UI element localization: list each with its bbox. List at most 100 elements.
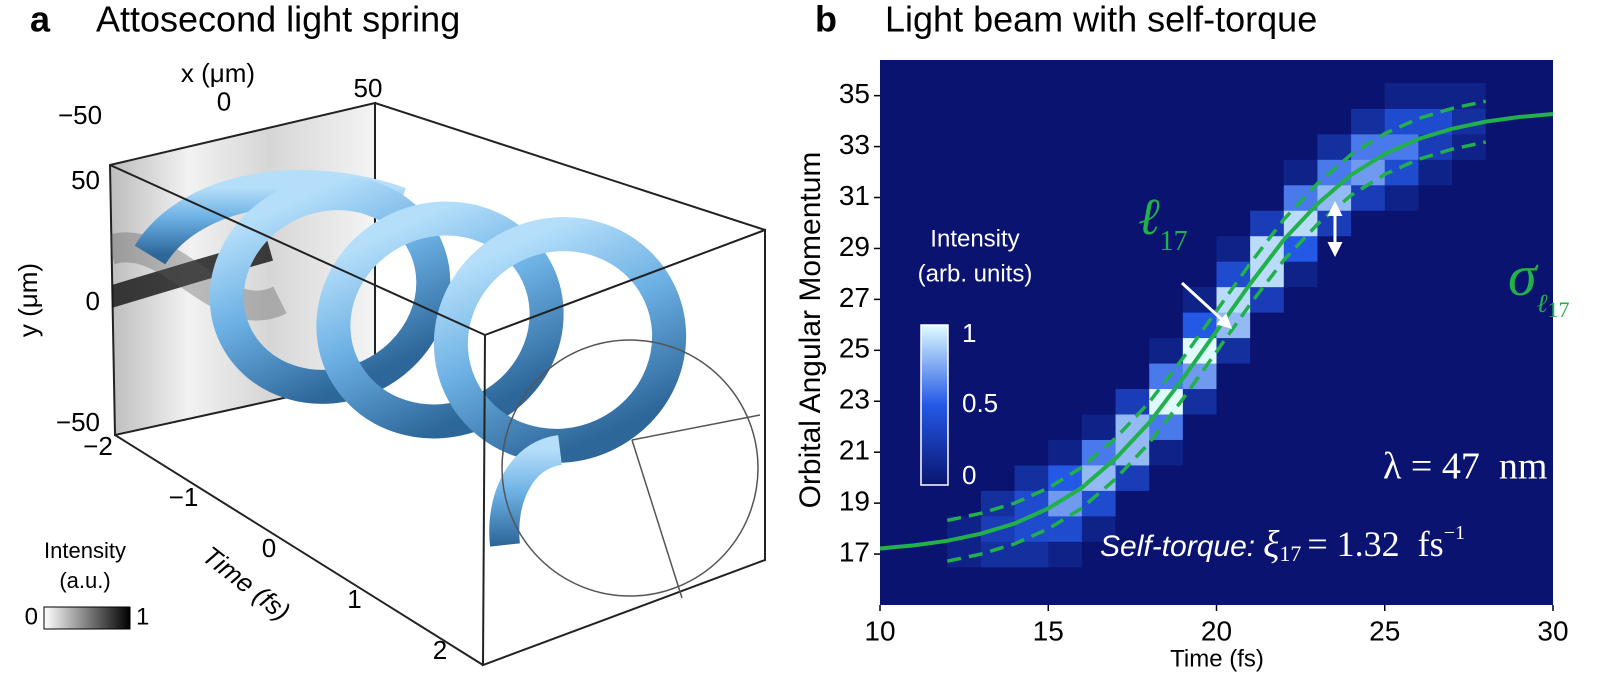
heat-cell xyxy=(1216,490,1251,517)
heat-cell xyxy=(1351,439,1386,466)
heat-cell xyxy=(1014,363,1049,390)
heat-cell xyxy=(1115,286,1150,313)
heat-cell xyxy=(1014,159,1049,186)
heat-cell xyxy=(1250,210,1285,237)
heat-cell xyxy=(1485,261,1520,288)
heat-cell xyxy=(1418,464,1453,491)
heat-cell xyxy=(1485,82,1520,109)
heat-cell xyxy=(1485,413,1520,440)
heat-cell xyxy=(1283,464,1318,491)
heat-cell xyxy=(1317,464,1352,491)
x-tick-label: 0 xyxy=(217,86,231,116)
heat-cell xyxy=(947,108,982,135)
heat-cell xyxy=(1182,439,1217,466)
heat-cell xyxy=(1452,490,1487,517)
heat-cell xyxy=(1115,337,1150,364)
heat-cell xyxy=(1317,312,1352,339)
heat-cell xyxy=(1216,210,1251,237)
ell-label: ℓ17 xyxy=(1138,189,1188,257)
heat-cell xyxy=(1149,312,1184,339)
heat-cell xyxy=(980,261,1016,288)
heat-cell xyxy=(1519,108,1553,135)
heat-cell xyxy=(980,312,1016,339)
heat-cell xyxy=(947,566,982,593)
heat-cell xyxy=(1519,235,1553,262)
heat-cell xyxy=(1048,566,1083,593)
heat-cell xyxy=(1115,159,1150,186)
heat-cell xyxy=(1418,363,1453,390)
y-axis-label: y (μm) xyxy=(13,263,43,337)
heat-cell xyxy=(1384,566,1419,593)
y-tick-label: 19 xyxy=(839,486,870,517)
colorbar-title: Intensity xyxy=(44,538,126,563)
heat-cell xyxy=(1048,184,1083,211)
heat-cell xyxy=(1519,337,1553,364)
heat-cell xyxy=(980,159,1016,186)
heat-cell xyxy=(1014,439,1049,466)
heat-cell xyxy=(1216,388,1251,415)
heat-cell xyxy=(1283,388,1318,415)
heat-cell xyxy=(980,82,1016,109)
heat-cell xyxy=(1452,235,1487,262)
self-torque: Self-torque: ξ17 = 1.32 fs−1 xyxy=(1100,522,1465,566)
heat-cell xyxy=(1014,108,1049,135)
heat-cell xyxy=(1418,235,1453,262)
x-tick-label: 15 xyxy=(1033,615,1064,646)
heat-cell xyxy=(880,108,915,135)
z-axis-label: Time (fs) xyxy=(197,540,296,627)
heat-cell xyxy=(1115,82,1150,109)
heat-cell xyxy=(1014,566,1049,593)
heat-cell xyxy=(1048,439,1083,466)
heat-cell xyxy=(1250,312,1285,339)
heat-cell xyxy=(913,108,948,135)
x-axis-label: Time (fs) xyxy=(1170,645,1264,672)
y-tick-label: 29 xyxy=(839,231,870,262)
heat-cell xyxy=(947,312,982,339)
heat-cell xyxy=(1048,261,1083,288)
heat-cell xyxy=(947,133,982,160)
heat-cell xyxy=(1048,337,1083,364)
heat-cell xyxy=(1081,82,1117,109)
heat-cell xyxy=(1418,286,1453,313)
heat-cell xyxy=(1384,235,1419,262)
heat-cell xyxy=(880,490,915,517)
heat-cell xyxy=(1216,541,1251,568)
heat-cell xyxy=(1452,439,1487,466)
heat-cell xyxy=(947,413,982,440)
heat-cell xyxy=(1351,210,1386,237)
heat-cell xyxy=(1351,566,1386,593)
colorbar-tick-label: 1 xyxy=(962,318,976,348)
heat-cell xyxy=(1081,261,1117,288)
curve xyxy=(946,99,1487,523)
heat-cell xyxy=(980,108,1016,135)
heat-cell xyxy=(1384,261,1419,288)
heat-cell xyxy=(1283,261,1318,288)
heat-cell xyxy=(1519,286,1553,313)
heat-cell xyxy=(1283,312,1318,339)
heat-cell xyxy=(1283,515,1318,542)
heat-cell xyxy=(1149,235,1184,262)
y-axis-label: Orbital Angular Momentum xyxy=(794,152,827,509)
heat-cell xyxy=(980,388,1016,415)
heat-cell xyxy=(880,82,915,109)
sigma-subsubscript: 17 xyxy=(1547,297,1569,322)
heat-cell xyxy=(1216,363,1251,390)
heat-cell xyxy=(1283,566,1318,593)
heat-cell xyxy=(1081,464,1117,491)
colorbar xyxy=(43,606,131,630)
heat-cell xyxy=(1452,413,1487,440)
heat-cell xyxy=(1283,413,1318,440)
heat-cell xyxy=(1216,566,1251,593)
heat-cell xyxy=(1149,566,1184,593)
heat-cell xyxy=(1081,108,1117,135)
heat-cell xyxy=(947,337,982,364)
heat-cell xyxy=(880,363,915,390)
heat-cell xyxy=(1115,312,1150,339)
torque-label: Self-torque: xyxy=(1100,530,1255,563)
heat-cell xyxy=(1418,337,1453,364)
colorbar-tick-label: 0 xyxy=(962,460,976,490)
heat-cell xyxy=(1485,566,1520,593)
heat-cell xyxy=(1317,490,1352,517)
colorbar-title: (arb. units) xyxy=(918,260,1033,287)
heat-cell xyxy=(1182,541,1217,568)
